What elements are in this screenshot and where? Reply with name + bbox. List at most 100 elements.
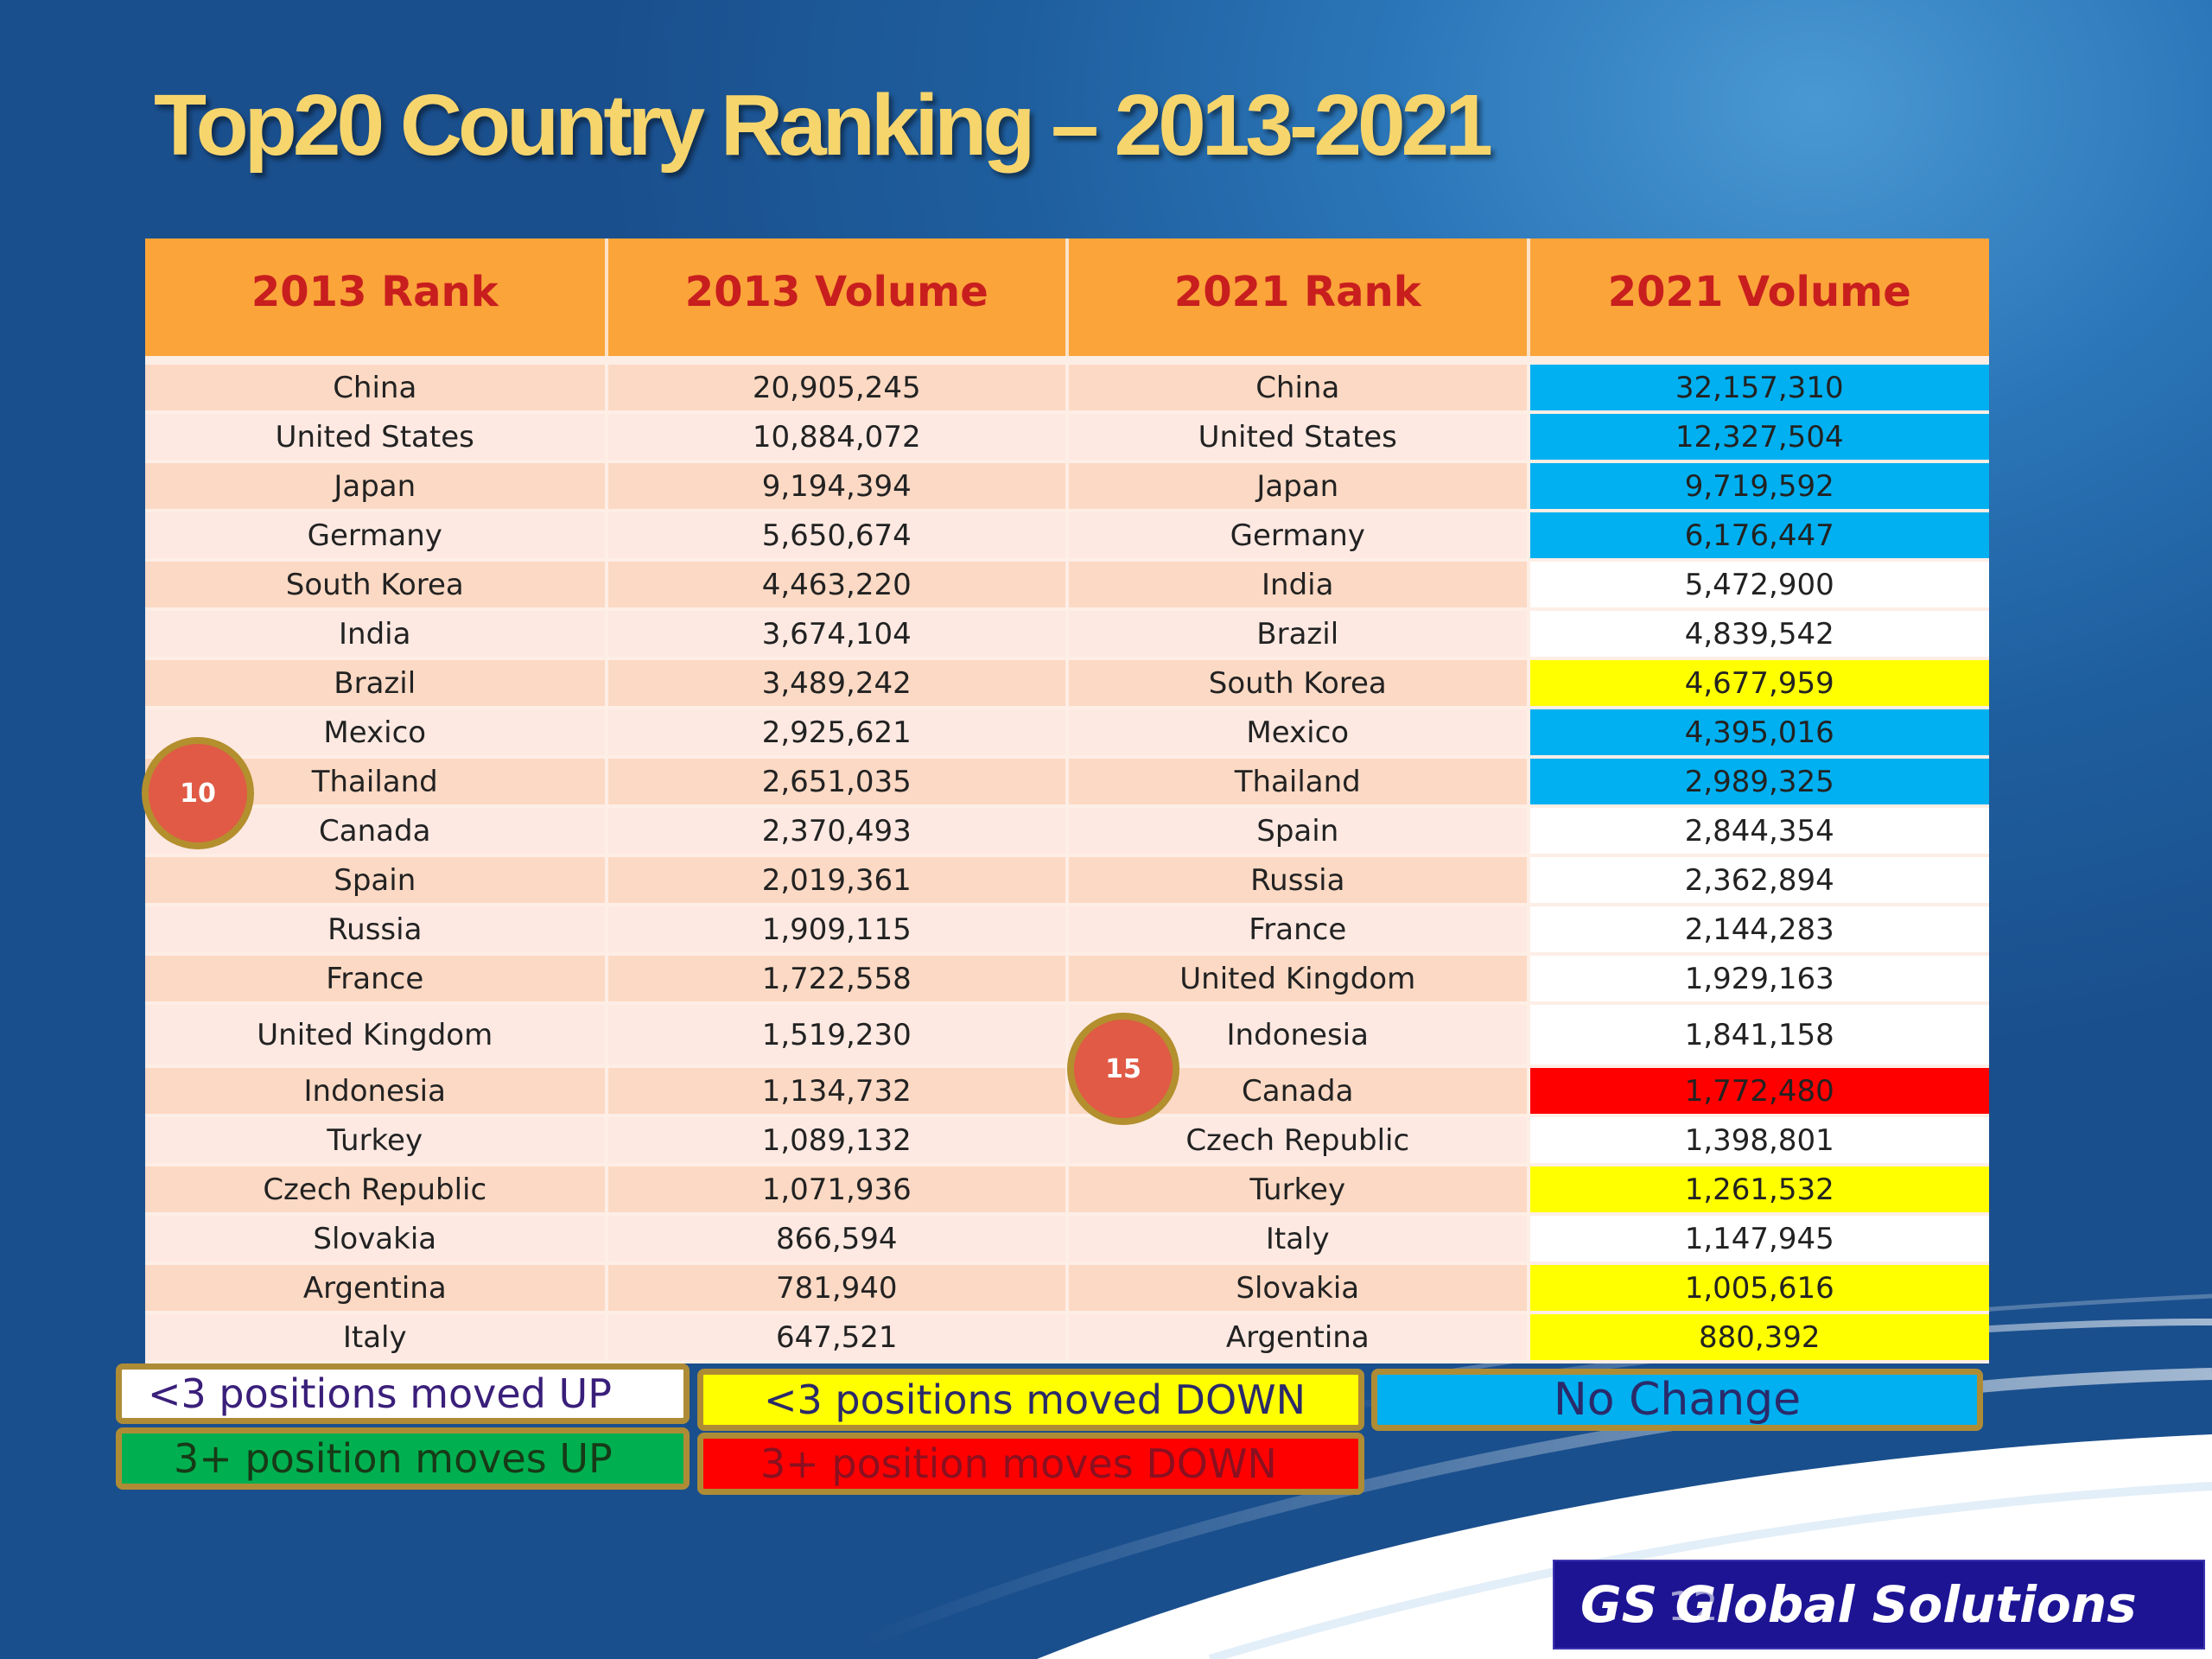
cell-2013-volume: 4,463,220: [606, 560, 1069, 611]
cell-2013-volume: 2,651,035: [606, 757, 1069, 808]
cell-2013-rank: Turkey: [145, 1116, 608, 1166]
cell-2013-rank: China: [145, 360, 608, 414]
cell-2013-volume: 1,071,936: [606, 1165, 1069, 1216]
header-2013-volume: 2013 Volume: [606, 238, 1069, 365]
table-row: Turkey 1,089,132 Czech Republic 1,398,801: [145, 1116, 1989, 1166]
cell-2013-rank: Indonesia: [145, 1066, 608, 1117]
table-row: India 3,674,104 Brazil 4,839,542: [145, 609, 1989, 660]
cell-2021-rank: South Korea: [1067, 658, 1530, 709]
cell-2021-volume: 4,395,016: [1528, 708, 1989, 759]
cell-2013-rank: Argentina: [145, 1263, 608, 1314]
table-row: South Korea 4,463,220 India 5,472,900: [145, 560, 1989, 611]
cell-2013-rank: South Korea: [145, 560, 608, 611]
legend-up-large: 3+ position moves UP: [116, 1427, 690, 1490]
cell-2013-volume: 1,909,115: [606, 905, 1069, 956]
cell-2021-rank: Spain: [1067, 806, 1530, 857]
company-logo: GS Global Solutions: [1553, 1560, 2205, 1649]
table-row: Germany 5,650,674 Germany 6,176,447: [145, 511, 1989, 562]
cell-2021-volume: 880,392: [1528, 1313, 1989, 1363]
cell-2021-volume: 1,772,480: [1528, 1066, 1989, 1117]
cell-2021-volume: 32,157,310: [1528, 360, 1989, 414]
cell-2013-volume: 3,674,104: [606, 609, 1069, 660]
cell-2013-rank: United States: [145, 412, 608, 463]
cell-2013-rank: Japan: [145, 461, 608, 512]
cell-2021-rank: China: [1067, 360, 1530, 414]
table-row: Indonesia 1,134,732 Canada 1,772,480: [145, 1066, 1989, 1117]
cell-2021-rank: Russia: [1067, 855, 1530, 906]
table-row: Thailand 2,651,035 Thailand 2,989,325: [145, 757, 1989, 808]
cell-2021-rank: Argentina: [1067, 1313, 1530, 1363]
legend-down-large: 3+ position moves DOWN: [697, 1433, 1364, 1495]
cell-2013-rank: Czech Republic: [145, 1165, 608, 1216]
cell-2021-rank: Brazil: [1067, 609, 1530, 660]
cell-2021-volume: 1,147,945: [1528, 1214, 1989, 1265]
cell-2013-volume: 2,925,621: [606, 708, 1069, 759]
cell-2013-volume: 866,594: [606, 1214, 1069, 1265]
cell-2013-rank: India: [145, 609, 608, 660]
cell-2013-volume: 647,521: [606, 1313, 1069, 1363]
cell-2021-rank: United Kingdom: [1067, 954, 1530, 1005]
cell-2013-rank: France: [145, 954, 608, 1005]
cell-2021-rank: United States: [1067, 412, 1530, 463]
cell-2013-volume: 20,905,245: [606, 360, 1069, 414]
cell-2021-rank: Slovakia: [1067, 1263, 1530, 1314]
legend-down-small: <3 positions moved DOWN: [697, 1369, 1364, 1431]
cell-2013-rank: Italy: [145, 1313, 608, 1363]
table-row: Brazil 3,489,242 South Korea 4,677,959: [145, 658, 1989, 709]
cell-2013-volume: 1,722,558: [606, 954, 1069, 1005]
cell-2021-volume: 6,176,447: [1528, 511, 1989, 562]
cell-2013-volume: 781,940: [606, 1263, 1069, 1314]
table-row: United Kingdom 1,519,230 Indonesia 1,841,15…: [145, 1003, 1989, 1068]
cell-2021-rank: Thailand: [1067, 757, 1530, 808]
cell-2021-volume: 2,844,354: [1528, 806, 1989, 857]
table-row: Argentina 781,940 Slovakia 1,005,616: [145, 1263, 1989, 1314]
cell-2021-volume: 9,719,592: [1528, 461, 1989, 512]
cell-2021-rank: Czech Republic: [1067, 1116, 1530, 1166]
cell-2021-volume: 1,929,163: [1528, 954, 1989, 1005]
cell-2021-rank: Italy: [1067, 1214, 1530, 1265]
cell-2021-rank: Japan: [1067, 461, 1530, 512]
rank-marker-10: 10: [142, 737, 254, 849]
cell-2021-volume: 4,677,959: [1528, 658, 1989, 709]
cell-2013-volume: 2,370,493: [606, 806, 1069, 857]
cell-2021-rank: Mexico: [1067, 708, 1530, 759]
table-row: United States 10,884,072 United States 12,3…: [145, 412, 1989, 463]
cell-2021-rank: India: [1067, 560, 1530, 611]
table-row: Slovakia 866,594 Italy 1,147,945: [145, 1214, 1989, 1265]
cell-2013-volume: 1,134,732: [606, 1066, 1069, 1117]
cell-2013-rank: Thailand: [145, 757, 608, 808]
cell-2013-volume: 3,489,242: [606, 658, 1069, 709]
cell-2021-volume: 2,362,894: [1528, 855, 1989, 906]
cell-2021-volume: 1,398,801: [1528, 1116, 1989, 1166]
cell-2013-rank: Spain: [145, 855, 608, 906]
header-2021-volume: 2021 Volume: [1528, 238, 1989, 365]
legend-up-small: <3 positions moved UP: [116, 1363, 690, 1424]
table-row: Mexico 2,925,621 Mexico 4,395,016: [145, 708, 1989, 759]
ranking-table: 2013 Rank 2013 Volume 2021 Rank 2021 Vol…: [145, 238, 1989, 1363]
legend-no-change: No Change: [1371, 1369, 1983, 1431]
table-body: China 20,905,245 China 32,157,310 United Sta…: [145, 360, 1989, 1363]
table-row: Italy 647,521 Argentina 880,392: [145, 1313, 1989, 1363]
table-row: France 1,722,558 United Kingdom 1,929,163: [145, 954, 1989, 1005]
cell-2013-volume: 1,089,132: [606, 1116, 1069, 1166]
ranking-table-container: 2013 Rank 2013 Volume 2021 Rank 2021 Vol…: [145, 238, 1989, 1363]
cell-2021-rank: France: [1067, 905, 1530, 956]
cell-2021-volume: 2,144,283: [1528, 905, 1989, 956]
cell-2021-volume: 1,841,158: [1528, 1003, 1989, 1068]
cell-2021-volume: 1,005,616: [1528, 1263, 1989, 1314]
cell-2013-volume: 5,650,674: [606, 511, 1069, 562]
cell-2013-rank: Brazil: [145, 658, 608, 709]
cell-2021-volume: 4,839,542: [1528, 609, 1989, 660]
header-2013-rank: 2013 Rank: [145, 238, 608, 365]
table-row: China 20,905,245 China 32,157,310: [145, 360, 1989, 414]
cell-2021-volume: 5,472,900: [1528, 560, 1989, 611]
cell-2021-volume: 1,261,532: [1528, 1165, 1989, 1216]
slide-title: Top20 Country Ranking – 2013-2021: [154, 77, 1493, 174]
slide-number: 12: [1668, 1583, 1719, 1630]
cell-2013-rank: Germany: [145, 511, 608, 562]
cell-2013-rank: Slovakia: [145, 1214, 608, 1265]
cell-2013-volume: 2,019,361: [606, 855, 1069, 906]
table-row: Spain 2,019,361 Russia 2,362,894: [145, 855, 1989, 906]
cell-2013-rank: Russia: [145, 905, 608, 956]
header-2021-rank: 2021 Rank: [1067, 238, 1530, 365]
